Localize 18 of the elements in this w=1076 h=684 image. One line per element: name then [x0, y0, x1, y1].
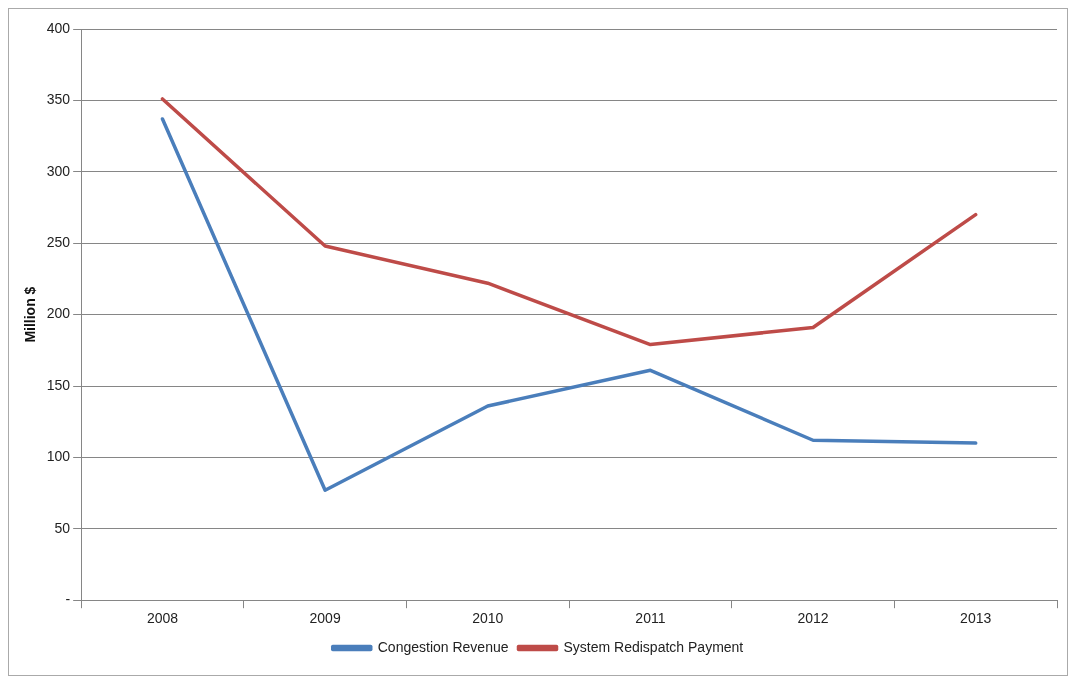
x-tick-label: 2010	[472, 610, 504, 627]
y-tick-label: 250	[46, 234, 71, 251]
y-tick-label: 50	[54, 519, 71, 536]
y-tick-label: 350	[46, 91, 71, 108]
legend-label: System Redispatch Payment	[563, 638, 744, 655]
y-tick-label: -	[65, 591, 71, 608]
x-tick-label: 2011	[635, 610, 666, 627]
legend-label: Congestion Revenue	[377, 638, 509, 655]
y-tick-label: 300	[46, 162, 71, 179]
y-tick-label: 100	[46, 448, 71, 465]
y-tick-label: 200	[46, 305, 71, 322]
y-tick-label: 400	[46, 19, 71, 36]
y-axis-title: Million $	[22, 286, 39, 343]
x-tick-label: 2009	[309, 610, 341, 627]
x-tick-label: 2012	[797, 610, 829, 627]
x-tick-label: 2013	[960, 610, 992, 627]
x-tick-label: 2008	[146, 610, 179, 627]
y-tick-label: 150	[46, 376, 71, 393]
